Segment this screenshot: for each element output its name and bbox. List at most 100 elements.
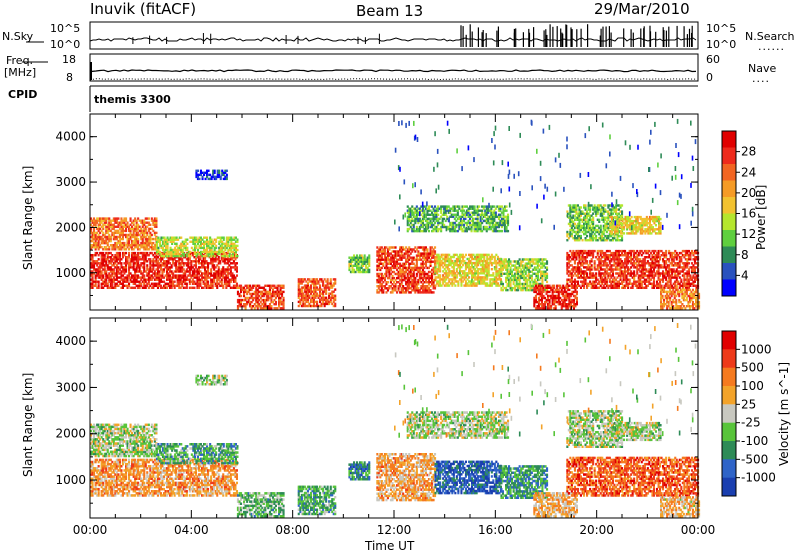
power-panel-echo-cell [400, 268, 403, 272]
power-panel-echo-cell [468, 257, 471, 261]
power-panel-echo-cell [506, 274, 509, 277]
power-panel-echo-cell [414, 258, 417, 261]
power-panel-echo-cell [186, 248, 189, 252]
power-panel-echo-cell [540, 296, 543, 300]
power-panel-echo-cell [376, 254, 379, 257]
power-panel-echo-cell [478, 261, 481, 265]
power-panel-echo-cell [179, 266, 182, 269]
power-panel-echo-cell [500, 258, 503, 261]
power-panel-echo-cell [408, 219, 411, 223]
power-panel-echo-cell [472, 274, 475, 277]
power-panel-echo-cell [325, 292, 328, 295]
power-panel-echo-cell [120, 227, 123, 231]
power-panel-echo-cell [128, 268, 131, 271]
power-panel-echo-cell [411, 285, 414, 288]
power-panel-echo-cell [252, 284, 255, 287]
power-panel-echo-cell [103, 278, 106, 281]
power-panel-echo-cell [458, 225, 461, 229]
power-panel-echo-cell [331, 296, 334, 299]
power-panel-echo-cell [366, 270, 369, 274]
power-panel-echo-cell [196, 242, 199, 245]
power-panel-echo-cell [427, 283, 430, 286]
power-panel-echo-cell [97, 246, 100, 249]
power-panel-echo-cell [440, 229, 443, 233]
power-panel-echo-cell [204, 268, 207, 271]
power-panel-echo-cell [533, 298, 536, 302]
power-panel-echo-cell [411, 289, 414, 292]
power-panel-echo-cell [349, 270, 352, 274]
power-panel-echo-cell [490, 217, 493, 221]
power-panel-echo-cell [210, 242, 213, 245]
power-panel-echo-cell [226, 262, 229, 265]
power-panel-echo-cell [481, 276, 484, 279]
power-panel-echo-cell [377, 276, 380, 280]
power-panel-echo-cell [234, 278, 237, 281]
power-panel-echo-cell [511, 274, 514, 277]
power-panel-echo-cell [209, 238, 212, 241]
power-panel-echo-cell [96, 241, 99, 245]
power-panel-echo-cell [447, 205, 450, 208]
power-panel-echo-cell [150, 251, 153, 255]
power-panel-echo-cell [388, 260, 391, 263]
power-panel-echo-cell [424, 256, 427, 259]
power-panel-echo-cell [533, 278, 536, 282]
power-panel-echo-cell [106, 225, 109, 228]
power-panel-echo-cell [542, 307, 545, 310]
power-panel-echo-cell [382, 258, 385, 261]
power-panel-echo-cell [471, 266, 474, 269]
power-panel-echo-cell [108, 266, 111, 269]
power-panel-echo-cell [188, 266, 191, 269]
power-panel-echo-cell [442, 280, 445, 283]
power-panel-echo-cell [421, 225, 424, 229]
power-panel-echo-cell [219, 244, 222, 248]
power-panel-echo-cell [306, 304, 309, 308]
power-panel-echo-cell [423, 287, 426, 290]
power-panel-echo-cell [436, 255, 439, 259]
power-panel-echo-cell [100, 264, 103, 267]
power-panel-echo-cell [487, 253, 490, 257]
power-panel-echo-cell [149, 223, 152, 226]
power-panel-echo-cell [222, 270, 225, 273]
power-panel-echo-cell [560, 305, 563, 308]
power-panel-echo-cell [481, 255, 484, 259]
power-panel-echo-cell [423, 246, 426, 249]
power-panel-echo-cell [490, 261, 493, 265]
power-panel-echo-cell [551, 288, 554, 292]
power-panel-echo-cell [172, 262, 175, 265]
power-panel-echo-cell [515, 284, 518, 288]
power-panel-echo-cell [256, 294, 259, 298]
power-panel-echo-cell [431, 217, 434, 221]
power-panel-echo-cell [471, 280, 474, 283]
power-panel-echo-cell [210, 270, 213, 273]
power-panel-echo-cell [538, 258, 541, 261]
power-panel-echo-cell [229, 262, 232, 265]
power-panel-echo-cell [443, 205, 446, 208]
power-panel-echo-cell [506, 288, 509, 292]
power-panel-echo-cell [91, 237, 94, 241]
power-panel-echo-cell [453, 229, 456, 233]
power-panel-echo-cell [146, 239, 149, 243]
power-panel-echo-cell [121, 270, 124, 273]
power-panel-echo-cell [426, 213, 429, 216]
power-panel-echo-cell [129, 260, 132, 263]
power-panel-echo-cell [210, 280, 213, 283]
power-panel-echo-cell [138, 280, 141, 283]
power-panel-echo-cell [360, 264, 363, 267]
power-panel-echo-cell [480, 253, 483, 257]
nsky-right-tick-top: 10^5 [706, 22, 737, 35]
power-panel-echo-cell [114, 248, 117, 251]
power-panel-echo-cell [121, 286, 124, 289]
power-panel-echo-cell [96, 272, 99, 275]
power-panel-echo-cell [125, 262, 128, 265]
power-panel-echo-cell [402, 246, 405, 249]
power-panel-echo-cell [212, 250, 215, 254]
power-panel-echo-cell [201, 171, 204, 174]
power-panel-echo-cell [429, 291, 432, 294]
power-panel-echo-cell [362, 256, 365, 259]
power-panel-echo-cell [111, 219, 114, 222]
power-panel-echo-cell [415, 225, 418, 229]
power-panel-echo-cell [536, 278, 539, 282]
power-panel-echo-cell [431, 213, 434, 216]
power-panel-echo-cell [536, 286, 539, 289]
power-panel-echo-cell [423, 227, 426, 231]
